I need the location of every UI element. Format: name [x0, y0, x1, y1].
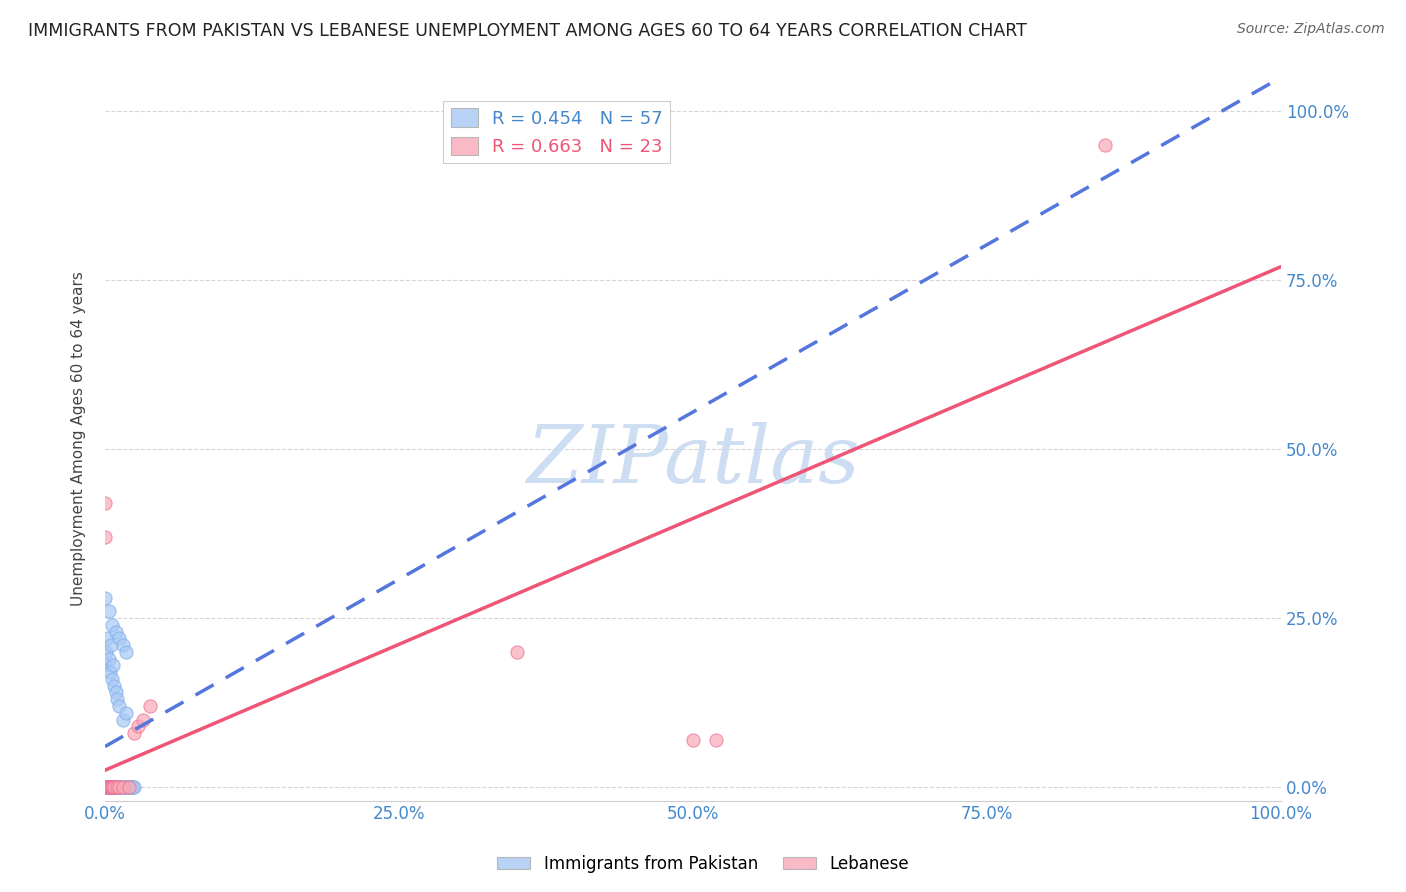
Legend: R = 0.454   N = 57, R = 0.663   N = 23: R = 0.454 N = 57, R = 0.663 N = 23: [443, 101, 671, 163]
Y-axis label: Unemployment Among Ages 60 to 64 years: Unemployment Among Ages 60 to 64 years: [72, 271, 86, 607]
Point: [96, 780, 118, 794]
Point: [97, 780, 120, 794]
Point: [112, 780, 135, 794]
Point: [108, 698, 131, 713]
Point: [98, 780, 121, 794]
Point: [111, 638, 134, 652]
Point: [118, 780, 141, 794]
Point: [98, 780, 121, 794]
Point: [105, 692, 128, 706]
Point: [104, 685, 127, 699]
Point: [96, 780, 118, 794]
Point: [131, 713, 153, 727]
Point: [682, 732, 704, 747]
Point: [100, 780, 122, 794]
Point: [115, 645, 138, 659]
Point: [124, 780, 146, 794]
Point: [110, 780, 132, 794]
Text: ZIPatlas: ZIPatlas: [526, 422, 859, 500]
Point: [105, 780, 128, 794]
Point: [101, 672, 124, 686]
Point: [96, 632, 118, 646]
Point: [103, 780, 125, 794]
Point: [115, 780, 138, 794]
Point: [94, 591, 117, 605]
Point: [100, 638, 122, 652]
Point: [100, 780, 122, 794]
Point: [98, 780, 121, 794]
Text: Source: ZipAtlas.com: Source: ZipAtlas.com: [1237, 22, 1385, 37]
Point: [104, 780, 127, 794]
Point: [103, 679, 125, 693]
Point: [120, 780, 142, 794]
Point: [101, 780, 124, 794]
Point: [94, 496, 117, 510]
Point: [107, 780, 129, 794]
Point: [117, 780, 139, 794]
Point: [505, 645, 527, 659]
Point: [103, 780, 125, 794]
Point: [97, 780, 120, 794]
Point: [103, 780, 125, 794]
Point: [108, 632, 131, 646]
Point: [101, 780, 124, 794]
Point: [115, 706, 138, 720]
Point: [101, 780, 124, 794]
Point: [100, 780, 122, 794]
Point: [706, 732, 728, 747]
Point: [111, 780, 134, 794]
Point: [97, 651, 120, 665]
Point: [101, 618, 124, 632]
Point: [124, 726, 146, 740]
Point: [104, 780, 127, 794]
Legend: Immigrants from Pakistan, Lebanese: Immigrants from Pakistan, Lebanese: [491, 848, 915, 880]
Point: [105, 780, 128, 794]
Text: IMMIGRANTS FROM PAKISTAN VS LEBANESE UNEMPLOYMENT AMONG AGES 60 TO 64 YEARS CORR: IMMIGRANTS FROM PAKISTAN VS LEBANESE UNE…: [28, 22, 1026, 40]
Point: [117, 780, 139, 794]
Point: [96, 780, 118, 794]
Point: [108, 780, 131, 794]
Point: [97, 604, 120, 618]
Point: [94, 780, 117, 794]
Point: [110, 780, 132, 794]
Point: [108, 780, 131, 794]
Point: [121, 780, 143, 794]
Point: [111, 713, 134, 727]
Point: [104, 624, 127, 639]
Point: [103, 780, 125, 794]
Point: [96, 645, 118, 659]
Point: [127, 719, 149, 733]
Point: [98, 665, 121, 680]
Point: [94, 658, 117, 673]
Point: [103, 658, 125, 673]
Point: [105, 780, 128, 794]
Point: [114, 780, 136, 794]
Point: [94, 780, 117, 794]
Point: [117, 780, 139, 794]
Point: [94, 530, 117, 544]
Point: [96, 780, 118, 794]
Point: [111, 780, 134, 794]
Point: [96, 780, 118, 794]
Point: [122, 780, 145, 794]
Point: [138, 698, 160, 713]
Point: [96, 780, 118, 794]
Point: [1094, 138, 1116, 153]
Point: [97, 780, 120, 794]
Point: [103, 780, 125, 794]
Point: [103, 780, 125, 794]
